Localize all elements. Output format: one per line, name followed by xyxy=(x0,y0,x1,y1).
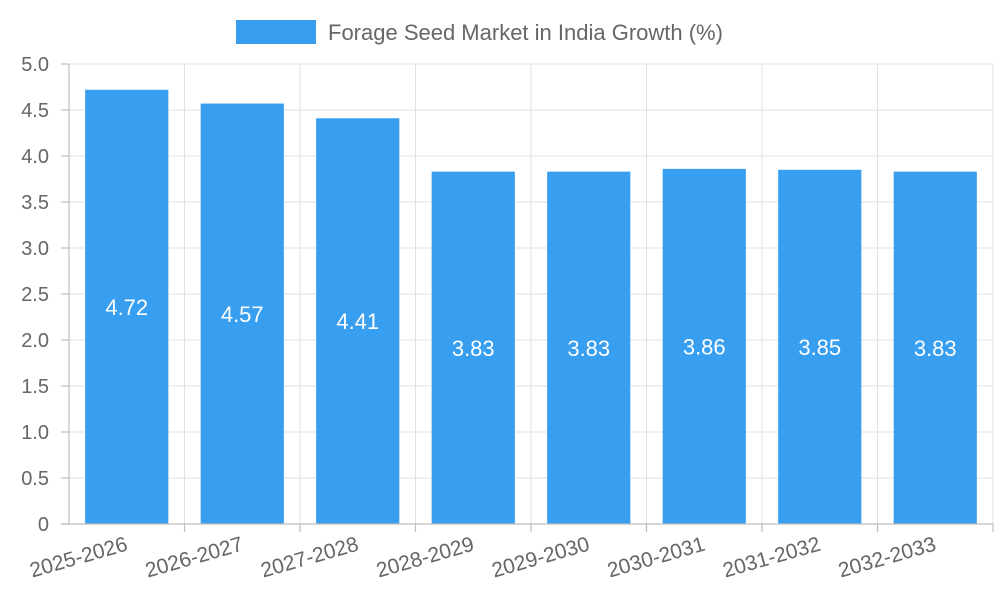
y-tick-label: 0.5 xyxy=(21,468,49,490)
y-tick-label: 5.0 xyxy=(21,54,49,76)
bar-value-label: 4.41 xyxy=(336,309,379,334)
bars xyxy=(85,89,977,525)
bar-value-label: 3.83 xyxy=(914,336,957,361)
x-tick-labels: 2025-2026 2026-2027 2027-2028 2028-2029 2029… xyxy=(27,533,938,583)
bar[interactable] xyxy=(662,168,746,524)
y-tick-label: 4.5 xyxy=(21,100,49,122)
x-tick-label: 2031-2032 xyxy=(720,533,823,583)
y-tick-label: 0 xyxy=(38,514,49,536)
x-tick-label: 2028-2029 xyxy=(374,533,477,583)
y-tick-label: 3.0 xyxy=(21,238,49,260)
y-tick-labels: 0 0.5 1.0 1.5 2.0 2.5 3.0 3.5 4.0 4.5 5.0 xyxy=(21,54,49,536)
x-tick-label: 2027-2028 xyxy=(258,533,361,583)
bar[interactable] xyxy=(431,171,515,524)
x-tick-label: 2025-2026 xyxy=(27,533,130,583)
bar[interactable] xyxy=(893,171,977,524)
x-tick-label: 2030-2031 xyxy=(605,533,708,583)
bar[interactable] xyxy=(547,171,631,524)
axes xyxy=(61,63,994,532)
legend-swatch[interactable] xyxy=(236,20,316,44)
x-tick-label: 2026-2027 xyxy=(143,533,246,583)
legend[interactable]: Forage Seed Market in India Growth (%) xyxy=(236,20,723,45)
bar-value-label: 3.85 xyxy=(798,335,841,360)
bar-value-labels: 4.72 4.57 4.41 3.83 3.83 3.86 3.85 3.83 xyxy=(105,295,956,361)
y-tick-label: 1.5 xyxy=(21,376,49,398)
bar-value-label: 4.72 xyxy=(105,295,148,320)
bar-value-label: 4.57 xyxy=(221,302,264,327)
y-tick-label: 2.5 xyxy=(21,284,49,306)
x-tick-label: 2029-2030 xyxy=(489,533,592,583)
bar[interactable] xyxy=(200,103,284,524)
bar[interactable] xyxy=(316,118,400,524)
bar-value-label: 3.86 xyxy=(683,334,726,359)
y-tick-label: 1.0 xyxy=(21,422,49,444)
y-tick-label: 2.0 xyxy=(21,330,49,352)
bar[interactable] xyxy=(85,89,169,524)
bar-value-label: 3.83 xyxy=(452,336,495,361)
y-tick-label: 4.0 xyxy=(21,146,49,168)
legend-label[interactable]: Forage Seed Market in India Growth (%) xyxy=(328,20,723,45)
x-tick-label: 2032-2033 xyxy=(836,533,939,583)
y-tick-label: 3.5 xyxy=(21,192,49,214)
bar-value-label: 3.83 xyxy=(567,336,610,361)
bar[interactable] xyxy=(778,169,862,525)
